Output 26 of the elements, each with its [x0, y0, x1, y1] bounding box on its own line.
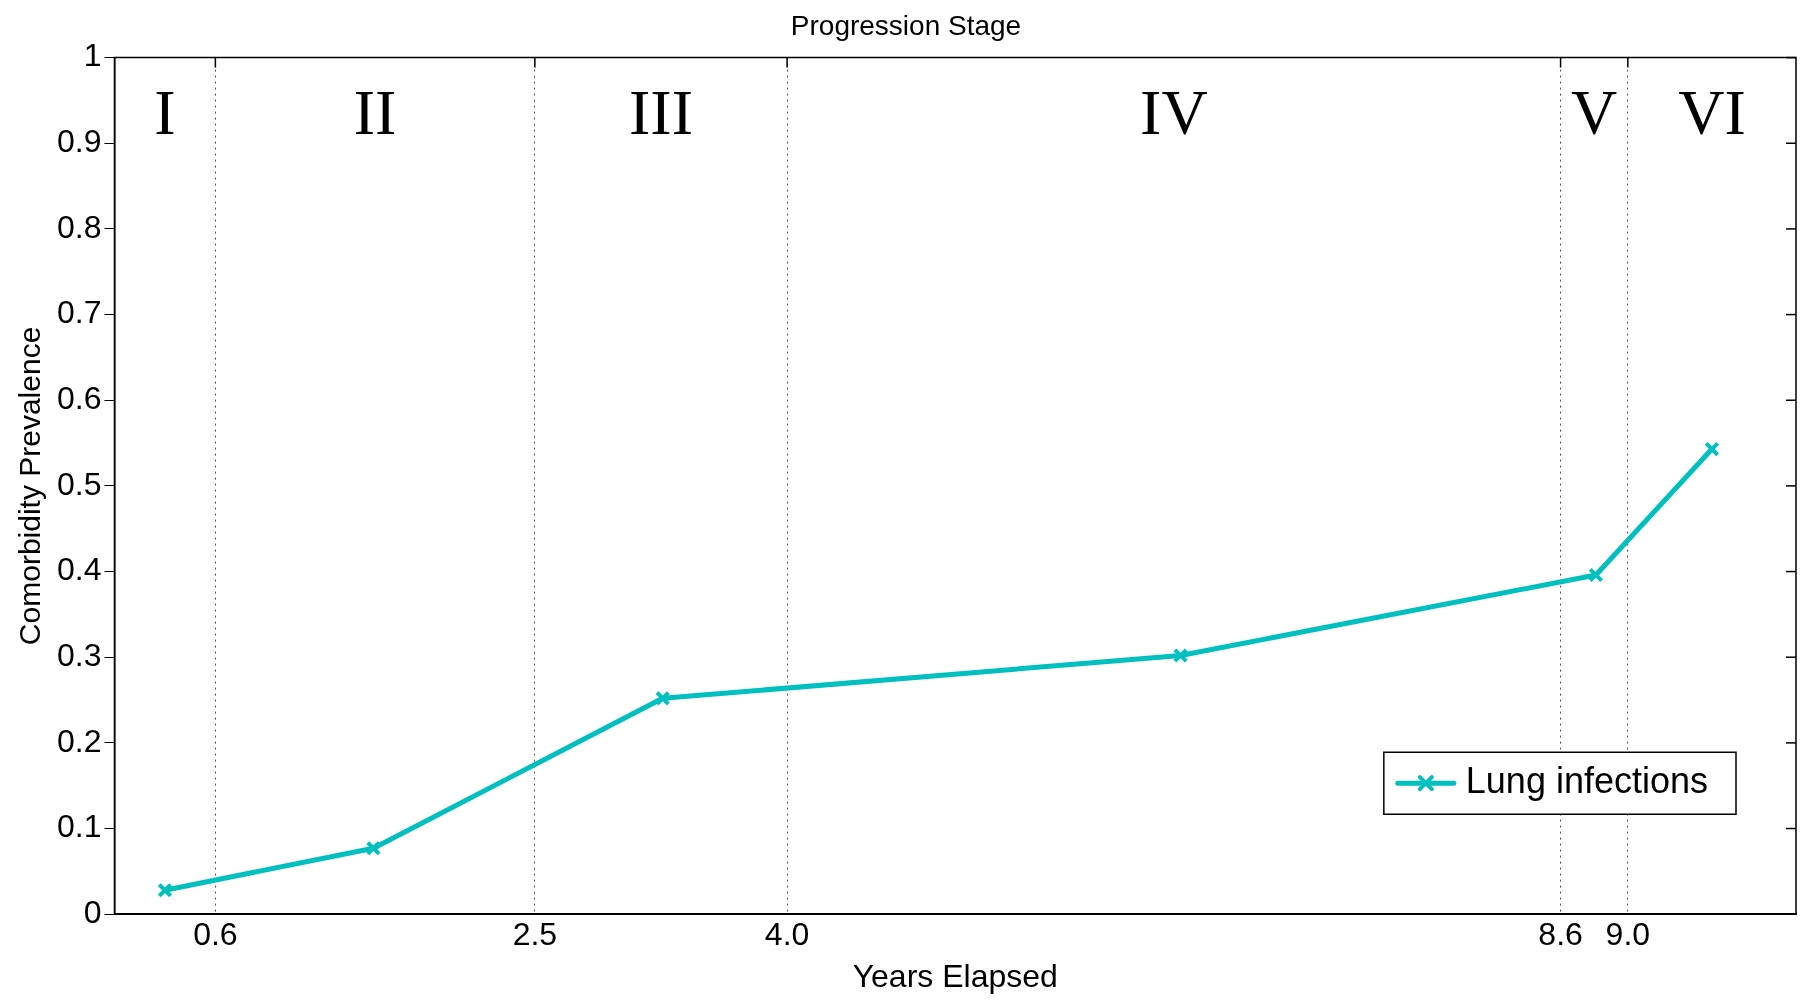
- annotation: I: [154, 77, 176, 149]
- y-tick-label: 0: [83, 894, 102, 931]
- annotation: VI: [1678, 77, 1746, 149]
- y-tick-label: 0.7: [57, 294, 102, 331]
- y-tick-label: 1: [83, 37, 102, 74]
- x-tick-label: 9.0: [1605, 916, 1651, 953]
- y-tick-label: 0.1: [57, 808, 102, 845]
- x-tick-label: 2.5: [512, 916, 558, 953]
- y-axis-title: Comorbidity Prevalence: [13, 326, 47, 646]
- x-tick-label: 4.0: [764, 916, 810, 953]
- legend-label: Lung infections: [1465, 760, 1709, 802]
- chart-title: Progression Stage: [790, 9, 1022, 41]
- annotation: III: [629, 77, 693, 149]
- x-tick-label: 0.6: [193, 916, 238, 953]
- y-tick-label: 0.9: [57, 123, 102, 160]
- y-tick-label: 0.4: [57, 551, 102, 588]
- annotation: IV: [1140, 77, 1208, 149]
- annotation: II: [353, 77, 397, 149]
- y-tick-label: 0.8: [57, 208, 102, 245]
- x-axis-title: Years Elapsed: [852, 957, 1058, 994]
- x-tick-label: 8.6: [1538, 916, 1583, 953]
- y-tick-label: 0.6: [57, 380, 102, 417]
- annotation: V: [1571, 77, 1618, 149]
- y-tick-label: 0.3: [57, 637, 102, 674]
- y-tick-label: 0.2: [57, 722, 102, 759]
- y-tick-label: 0.5: [57, 465, 102, 502]
